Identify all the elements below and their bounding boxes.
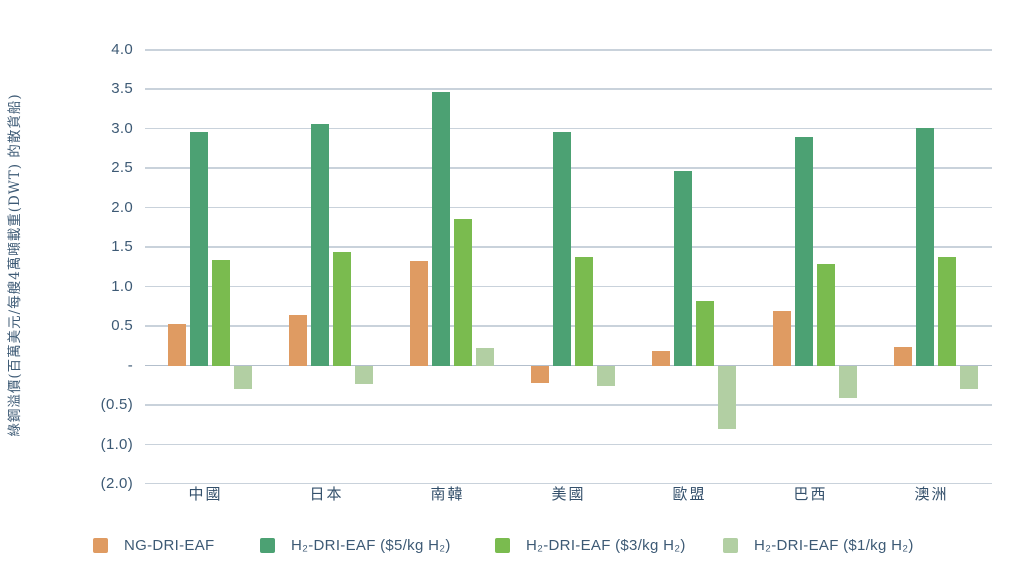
x-axis-label: 日本 [309, 485, 344, 503]
bar [212, 259, 230, 367]
legend-label: H₂-DRI-EAF ($1/kg H₂) [754, 537, 914, 554]
legend-label: NG-DRI-EAF [124, 537, 215, 554]
bar [531, 366, 549, 383]
bar [476, 348, 494, 367]
bar [432, 91, 450, 367]
x-axis-label: 美國 [551, 485, 586, 503]
y-tick-label: 2.5 [111, 159, 133, 177]
bar [652, 351, 670, 367]
bar [190, 131, 208, 367]
y-tick-label: 1.0 [111, 277, 133, 295]
bar [894, 347, 912, 367]
y-tick-label: 1.5 [111, 238, 133, 256]
bar [938, 257, 956, 367]
x-axis-label: 南韓 [430, 485, 465, 503]
x-axis-label: 歐盟 [672, 485, 707, 503]
bar [289, 314, 307, 367]
gridline [145, 49, 992, 51]
bar [696, 301, 714, 367]
y-tick-label: 3.5 [111, 80, 133, 98]
bar [410, 261, 428, 367]
y-tick-label: (2.0) [100, 474, 133, 492]
y-tick-label: 2.0 [111, 198, 133, 216]
y-tick-label: 0.5 [111, 317, 133, 335]
y-tick-label: 3.0 [111, 119, 133, 137]
y-tick-label: (0.5) [100, 396, 133, 414]
bar [674, 170, 692, 367]
bar [916, 127, 934, 367]
bar [839, 366, 857, 398]
x-axis-label: 巴西 [793, 485, 828, 503]
bar [553, 131, 571, 367]
bar [355, 366, 373, 385]
y-tick-label: 4.0 [111, 41, 133, 58]
gridline [145, 88, 992, 90]
bar [718, 366, 736, 430]
legend-color-swatch [495, 538, 510, 553]
y-tick-label: - [127, 356, 133, 374]
legend-label: H₂-DRI-EAF ($5/kg H₂) [291, 537, 451, 554]
bar [817, 264, 835, 367]
bar [168, 324, 186, 367]
plot-area: 4.0 3.5 3.0 2.5 2.0 1.5 1.0 0.5 - (0.5) (1.0) (2.0)… [100, 41, 992, 503]
bar [773, 310, 791, 367]
bar [454, 219, 472, 367]
y-tick-label: (1.0) [100, 435, 133, 453]
gridline [145, 127, 992, 130]
legend-label: H₂-DRI-EAF ($3/kg H₂) [526, 537, 686, 554]
bar [597, 366, 615, 386]
legend: NG-DRI-EAF H₂-DRI-EAF ($5/kg H₂) H₂-DRI-EA… [0, 530, 1024, 570]
bar [311, 123, 329, 367]
gridline [145, 443, 992, 445]
legend-color-swatch [260, 538, 275, 553]
bar [234, 366, 252, 389]
x-axis-label: 中國 [188, 485, 223, 503]
legend-color-swatch [93, 538, 108, 553]
gridline [145, 404, 992, 406]
bar [960, 366, 978, 389]
gridline [145, 482, 992, 485]
bar [575, 256, 593, 367]
x-axis-label: 澳洲 [914, 485, 949, 503]
bar [795, 137, 813, 367]
bar [333, 251, 351, 367]
legend-color-swatch [723, 538, 738, 553]
